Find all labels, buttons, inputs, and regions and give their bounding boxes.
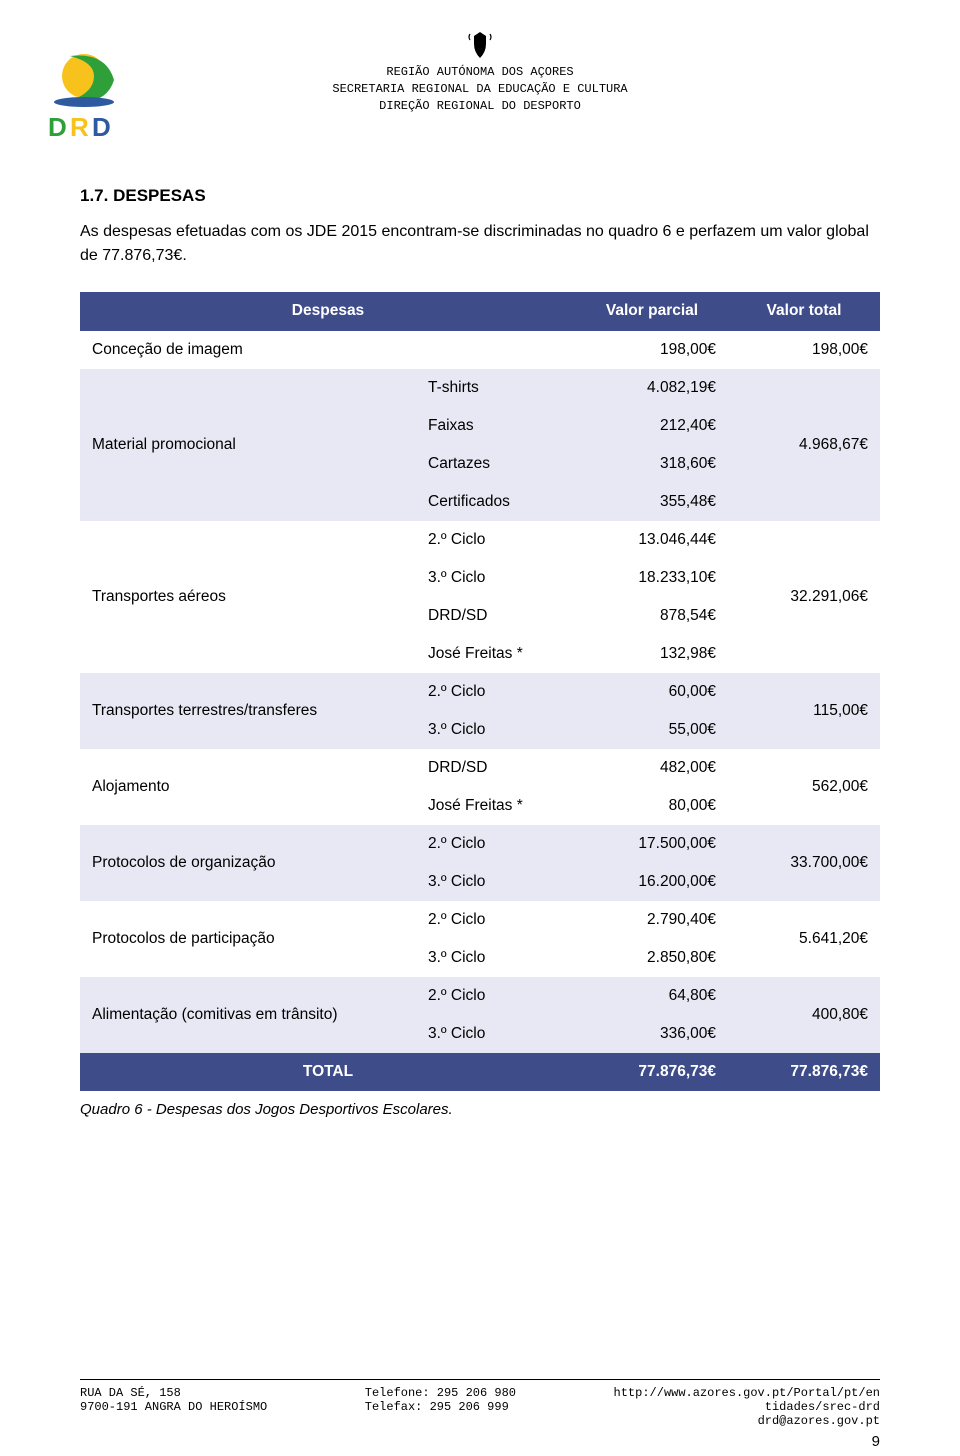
table-row: Protocolos de organização 2.º Ciclo 17.5… xyxy=(80,825,880,863)
table-row: Alimentação (comitivas em trânsito) 2.º … xyxy=(80,977,880,1015)
vt-cell: 33.700,00€ xyxy=(728,825,880,901)
footer-col-left: RUA DA SÉ, 158 9700-191 ANGRA DO HEROÍSM… xyxy=(80,1386,267,1428)
total-label: TOTAL xyxy=(80,1053,576,1091)
table-head-row: Despesas Valor parcial Valor total xyxy=(80,292,880,331)
sub-cell: Cartazes xyxy=(416,445,576,483)
header-line-2: SECRETARIA REGIONAL DA EDUCAÇÃO E CULTUR… xyxy=(332,81,627,98)
table-row: Conceção de imagem 198,00€ 198,00€ xyxy=(80,331,880,369)
section-title: 1.7. DESPESAS xyxy=(80,186,880,206)
svg-text:R: R xyxy=(70,112,89,142)
vp-cell: 212,40€ xyxy=(576,407,728,445)
sub-cell: T-shirts xyxy=(416,369,576,407)
vp-cell: 60,00€ xyxy=(576,673,728,711)
page-number: 9 xyxy=(872,1433,880,1450)
footer-url2: tidades/srec-drd xyxy=(614,1400,880,1414)
col-despesas: Despesas xyxy=(80,292,576,331)
col-valor-parcial: Valor parcial xyxy=(576,292,728,331)
vp-cell: 132,98€ xyxy=(576,635,728,673)
vp-cell: 16.200,00€ xyxy=(576,863,728,901)
label-cell: Protocolos de organização xyxy=(80,825,416,901)
vt-cell: 4.968,67€ xyxy=(728,369,880,521)
table-row: Transportes aéreos 2.º Ciclo 13.046,44€ … xyxy=(80,521,880,559)
footer-url1: http://www.azores.gov.pt/Portal/pt/en xyxy=(614,1386,880,1400)
vt-cell: 198,00€ xyxy=(728,331,880,369)
vp-cell: 198,00€ xyxy=(576,331,728,369)
svg-text:D: D xyxy=(48,112,67,142)
col-valor-total: Valor total xyxy=(728,292,880,331)
sub-cell: 3.º Ciclo xyxy=(416,1015,576,1053)
vt-cell: 562,00€ xyxy=(728,749,880,825)
sub-cell: 3.º Ciclo xyxy=(416,863,576,901)
vp-cell: 2.790,40€ xyxy=(576,901,728,939)
sub-cell: 3.º Ciclo xyxy=(416,559,576,597)
sub-cell: Faixas xyxy=(416,407,576,445)
sub-cell: 2.º Ciclo xyxy=(416,901,576,939)
vp-cell: 2.850,80€ xyxy=(576,939,728,977)
section-intro: As despesas efetuadas com os JDE 2015 en… xyxy=(80,220,880,268)
vp-cell: 80,00€ xyxy=(576,787,728,825)
label-cell: Alojamento xyxy=(80,749,416,825)
page-header: D R D REGIÃO AUTÓNOMA DOS AÇORES SECRETA… xyxy=(80,30,880,160)
vp-cell: 55,00€ xyxy=(576,711,728,749)
sub-cell: José Freitas * xyxy=(416,787,576,825)
page: D R D REGIÃO AUTÓNOMA DOS AÇORES SECRETA… xyxy=(0,0,960,1456)
crest-icon xyxy=(466,30,494,67)
sub-cell: 3.º Ciclo xyxy=(416,939,576,977)
label-cell: Conceção de imagem xyxy=(80,331,576,369)
sub-cell: 3.º Ciclo xyxy=(416,711,576,749)
table-row: Protocolos de participação 2.º Ciclo 2.7… xyxy=(80,901,880,939)
svg-text:D: D xyxy=(92,112,111,142)
sub-cell: Certificados xyxy=(416,483,576,521)
vp-cell: 482,00€ xyxy=(576,749,728,787)
vp-cell: 355,48€ xyxy=(576,483,728,521)
drd-logo: D R D xyxy=(40,40,150,150)
footer-addr1: RUA DA SÉ, 158 xyxy=(80,1386,267,1400)
label-cell: Transportes aéreos xyxy=(80,521,416,673)
sub-cell: 2.º Ciclo xyxy=(416,825,576,863)
page-footer: RUA DA SÉ, 158 9700-191 ANGRA DO HEROÍSM… xyxy=(80,1379,880,1428)
sub-cell: 2.º Ciclo xyxy=(416,673,576,711)
vp-cell: 318,60€ xyxy=(576,445,728,483)
footer-col-mid: Telefone: 295 206 980 Telefax: 295 206 9… xyxy=(365,1386,516,1428)
table-row: Alojamento DRD/SD 482,00€ 562,00€ xyxy=(80,749,880,787)
header-lines: REGIÃO AUTÓNOMA DOS AÇORES SECRETARIA RE… xyxy=(332,64,627,114)
vp-cell: 18.233,10€ xyxy=(576,559,728,597)
vt-cell: 5.641,20€ xyxy=(728,901,880,977)
vt-cell: 115,00€ xyxy=(728,673,880,749)
vt-cell: 400,80€ xyxy=(728,977,880,1053)
table-row: Material promocional T-shirts 4.082,19€ … xyxy=(80,369,880,407)
table-caption: Quadro 6 - Despesas dos Jogos Desportivo… xyxy=(80,1101,880,1118)
sub-cell: 2.º Ciclo xyxy=(416,977,576,1015)
sub-cell: DRD/SD xyxy=(416,597,576,635)
sub-cell: DRD/SD xyxy=(416,749,576,787)
footer-email: drd@azores.gov.pt xyxy=(614,1414,880,1428)
header-line-1: REGIÃO AUTÓNOMA DOS AÇORES xyxy=(332,64,627,81)
vt-cell: 32.291,06€ xyxy=(728,521,880,673)
footer-fax: Telefax: 295 206 999 xyxy=(365,1400,516,1414)
total-vt: 77.876,73€ xyxy=(728,1053,880,1091)
label-cell: Alimentação (comitivas em trânsito) xyxy=(80,977,416,1053)
footer-addr2: 9700-191 ANGRA DO HEROÍSMO xyxy=(80,1400,267,1414)
table-row: Transportes terrestres/transferes 2.º Ci… xyxy=(80,673,880,711)
total-vp: 77.876,73€ xyxy=(576,1053,728,1091)
sub-cell: José Freitas * xyxy=(416,635,576,673)
label-cell: Protocolos de participação xyxy=(80,901,416,977)
vp-cell: 878,54€ xyxy=(576,597,728,635)
label-cell: Transportes terrestres/transferes xyxy=(80,673,416,749)
vp-cell: 336,00€ xyxy=(576,1015,728,1053)
vp-cell: 17.500,00€ xyxy=(576,825,728,863)
vp-cell: 64,80€ xyxy=(576,977,728,1015)
vp-cell: 13.046,44€ xyxy=(576,521,728,559)
table-total-row: TOTAL 77.876,73€ 77.876,73€ xyxy=(80,1053,880,1091)
footer-col-right: http://www.azores.gov.pt/Portal/pt/en ti… xyxy=(614,1386,880,1428)
label-cell: Material promocional xyxy=(80,369,416,521)
vp-cell: 4.082,19€ xyxy=(576,369,728,407)
despesas-table: Despesas Valor parcial Valor total Conce… xyxy=(80,292,880,1091)
footer-tel: Telefone: 295 206 980 xyxy=(365,1386,516,1400)
header-line-3: DIREÇÃO REGIONAL DO DESPORTO xyxy=(332,98,627,115)
sub-cell: 2.º Ciclo xyxy=(416,521,576,559)
